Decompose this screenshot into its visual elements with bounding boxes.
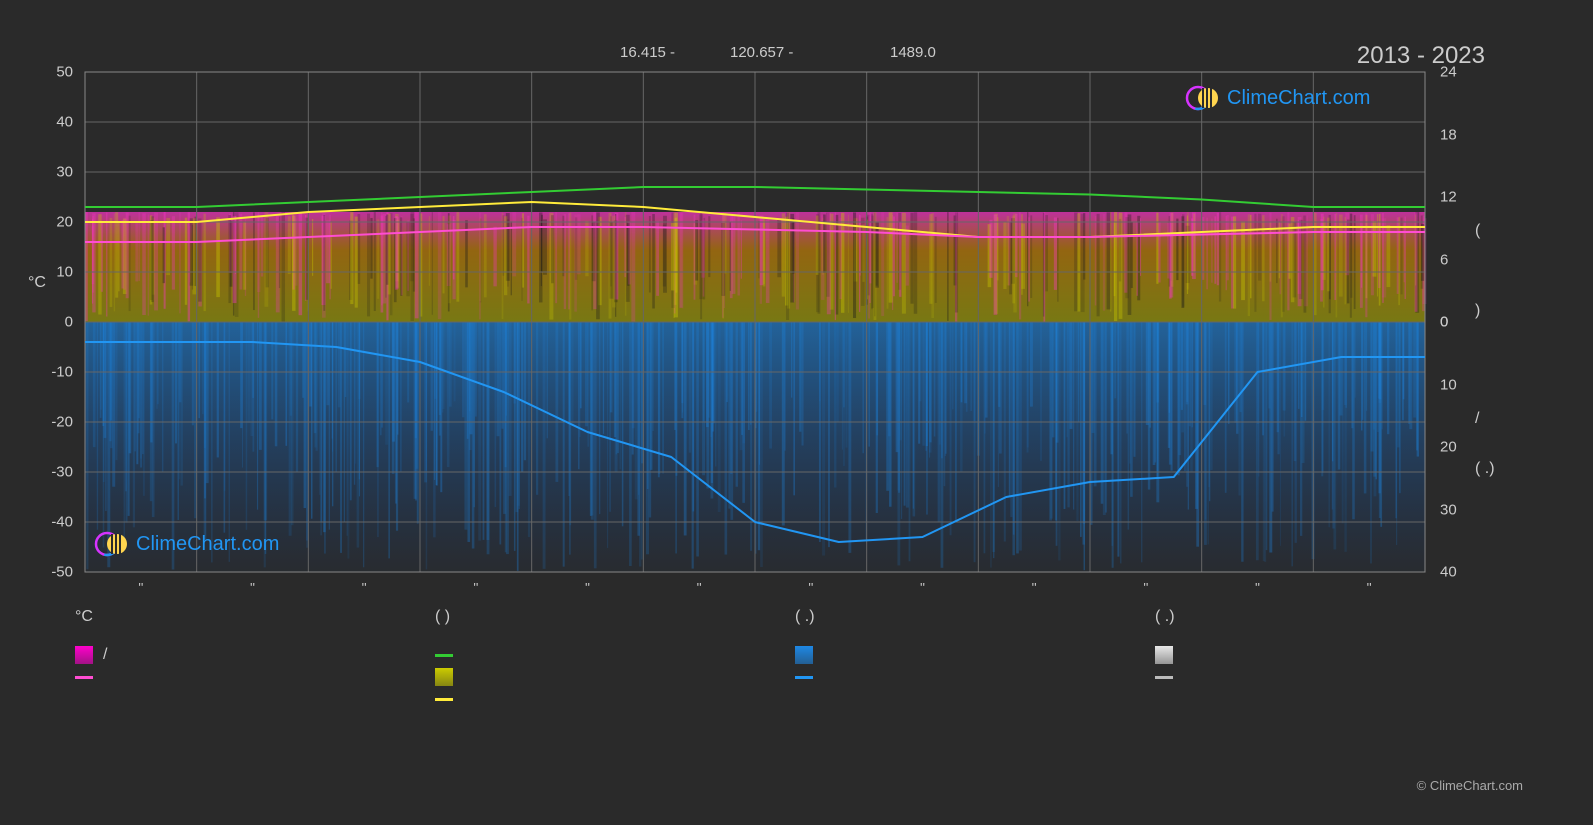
x-tick: '' bbox=[1367, 580, 1372, 595]
copyright: © ClimeChart.com bbox=[1417, 778, 1523, 793]
legend-swatch bbox=[435, 698, 453, 701]
x-tick: '' bbox=[1255, 580, 1260, 595]
meta-alt: 1489.0 bbox=[890, 44, 936, 61]
legend-header-1: °C bbox=[75, 608, 395, 626]
legend-item bbox=[75, 666, 395, 688]
brand-text: ClimeChart.com bbox=[136, 533, 279, 556]
x-tick: '' bbox=[138, 580, 143, 595]
legend-header-4: ( .) bbox=[1155, 608, 1475, 626]
x-tick: '' bbox=[1143, 580, 1148, 595]
y-right-bottom-tick: 30 bbox=[1440, 501, 1490, 518]
y-left-tick: 30 bbox=[13, 164, 73, 181]
y-left-tick: -10 bbox=[13, 364, 73, 381]
climechart-icon bbox=[94, 526, 130, 562]
x-tick: '' bbox=[1032, 580, 1037, 595]
x-tick: '' bbox=[697, 580, 702, 595]
y-left-tick: 0 bbox=[13, 314, 73, 331]
legend-item: / bbox=[75, 644, 395, 666]
y-right-bottom-tick: 10 bbox=[1440, 376, 1490, 393]
y-right-top-tick: 6 bbox=[1440, 251, 1490, 268]
legend-item bbox=[435, 644, 755, 666]
legend-swatch bbox=[75, 676, 93, 679]
legend-col-4: ( .) bbox=[1155, 608, 1475, 710]
x-tick: '' bbox=[250, 580, 255, 595]
y-right-bottom-tick: 20 bbox=[1440, 439, 1490, 456]
right-axis-bottom-sep: / bbox=[1475, 410, 1479, 428]
y-right-top-tick: 18 bbox=[1440, 126, 1490, 143]
y-left-tick: 50 bbox=[13, 64, 73, 81]
meta-lat: 16.415 - bbox=[620, 44, 675, 61]
legend-col-3: ( .) bbox=[795, 608, 1115, 710]
legend-swatch bbox=[795, 646, 813, 664]
legend-swatch bbox=[75, 646, 93, 664]
y-left-tick: -50 bbox=[13, 564, 73, 581]
x-tick: '' bbox=[473, 580, 478, 595]
legend-item bbox=[1155, 644, 1475, 666]
legend-item bbox=[795, 644, 1115, 666]
y-left-tick: 20 bbox=[13, 214, 73, 231]
y-left-tick: 40 bbox=[13, 114, 73, 131]
y-right-top-tick: 12 bbox=[1440, 189, 1490, 206]
legend-header-3: ( .) bbox=[795, 608, 1115, 626]
legend-swatch bbox=[1155, 676, 1173, 679]
right-axis-top-paren-open: ( bbox=[1475, 222, 1480, 240]
brand-logo-top: ClimeChart.com bbox=[1185, 80, 1370, 116]
y-right-top-tick: 24 bbox=[1440, 64, 1490, 81]
y-right-bottom-tick: 40 bbox=[1440, 564, 1490, 581]
legend-col-1: °C / bbox=[75, 608, 395, 710]
x-tick: '' bbox=[585, 580, 590, 595]
y-right-bottom-tick: 0 bbox=[1440, 314, 1490, 331]
legend: °C / ( ) ( .) ( .) bbox=[75, 608, 1475, 710]
legend-item bbox=[795, 666, 1115, 688]
y-left-tick: 10 bbox=[13, 264, 73, 281]
legend-swatch bbox=[435, 668, 453, 686]
brand-logo-bottom: ClimeChart.com bbox=[94, 526, 279, 562]
legend-swatch bbox=[435, 654, 453, 657]
x-tick: '' bbox=[920, 580, 925, 595]
legend-header-2: ( ) bbox=[435, 608, 755, 626]
brand-text: ClimeChart.com bbox=[1227, 87, 1370, 110]
y-left-tick: -40 bbox=[13, 514, 73, 531]
legend-col-2: ( ) bbox=[435, 608, 755, 710]
legend-swatch bbox=[1155, 646, 1173, 664]
y-left-tick: -20 bbox=[13, 414, 73, 431]
climechart-icon bbox=[1185, 80, 1221, 116]
meta-lon: 120.657 - bbox=[730, 44, 793, 61]
chart-svg bbox=[85, 72, 1425, 572]
legend-label: / bbox=[103, 646, 107, 664]
legend-item bbox=[435, 688, 755, 710]
x-tick: '' bbox=[362, 580, 367, 595]
legend-item bbox=[1155, 666, 1475, 688]
y-left-tick: -30 bbox=[13, 464, 73, 481]
legend-swatch bbox=[795, 676, 813, 679]
chart-plot-area bbox=[85, 72, 1425, 572]
x-tick: '' bbox=[808, 580, 813, 595]
right-axis-bottom-label: ( .) bbox=[1475, 460, 1495, 478]
legend-item bbox=[435, 666, 755, 688]
